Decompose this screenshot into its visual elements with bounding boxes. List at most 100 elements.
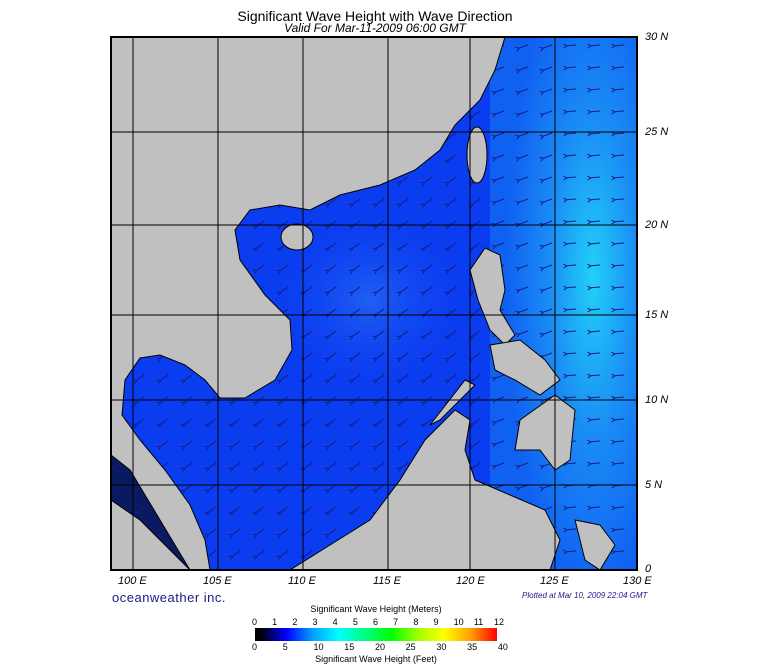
wave-direction-arrow [228, 528, 241, 538]
wave-direction-arrow [444, 286, 457, 296]
wave-direction-arrow [348, 330, 361, 340]
map-title: Significant Wave Height with Wave Direct… [237, 8, 513, 24]
wave-direction-arrow [539, 330, 553, 338]
wave-direction-arrow [396, 286, 409, 296]
wave-direction-arrow [204, 506, 217, 516]
wave-direction-arrow [563, 505, 577, 511]
feet-tick: 15 [344, 642, 355, 652]
wave-direction-arrow [491, 198, 505, 206]
taiwan [466, 126, 488, 184]
wave-direction-arrow [324, 198, 337, 208]
wave-direction-arrow [372, 484, 385, 494]
wave-direction-arrow [396, 374, 409, 384]
oceanweather-logo: oceanweather inc. [112, 590, 227, 605]
wave-direction-arrow [204, 484, 217, 494]
wave-direction-arrow [587, 175, 601, 181]
wave-direction-arrow [276, 418, 289, 428]
wave-direction-arrow [228, 440, 241, 450]
wave-direction-arrow [563, 329, 577, 335]
wave-direction-arrow [587, 263, 601, 269]
feet-tick: 40 [497, 642, 508, 652]
borneo [289, 409, 561, 570]
lon-label: 105 E [203, 575, 232, 587]
lat-label: 5 N [645, 479, 663, 491]
colorbar [255, 628, 497, 641]
lat-label: 10 N [645, 394, 669, 406]
wave-direction-arrow [228, 506, 241, 516]
wave-direction-arrow [276, 506, 289, 516]
meters-tick: 12 [494, 617, 505, 627]
wave-direction-arrow [324, 506, 337, 516]
wave-direction-arrow [420, 330, 433, 340]
wave-direction-arrow [539, 176, 553, 184]
wave-direction-arrow [180, 462, 193, 472]
feet-tick: 35 [467, 642, 478, 652]
plotted-timestamp: Plotted at Mar 10, 2009 22:04 GMT [522, 591, 648, 600]
wave-direction-arrow [611, 153, 625, 159]
wave-direction-arrow [252, 550, 265, 560]
wave-direction-arrow [611, 219, 625, 225]
wave-direction-arrow [563, 175, 577, 181]
wave-direction-arrow [515, 330, 529, 338]
wave-direction-arrow [515, 154, 529, 162]
map-subtitle: Valid For Mar-11-2009 06:00 GMT [284, 21, 466, 35]
wave-direction-arrow [420, 176, 433, 186]
wave-direction-arrow [396, 418, 409, 428]
wave-direction-arrow [420, 242, 433, 252]
wave-direction-arrow [396, 264, 409, 274]
wave-direction-arrow [515, 110, 529, 118]
wave-direction-arrow [324, 352, 337, 362]
wave-direction-arrow [372, 440, 385, 450]
wave-direction-arrow [587, 219, 601, 225]
wave-direction-arrow [563, 373, 577, 379]
wave-direction-arrow [252, 418, 265, 428]
wave-direction-arrow [587, 153, 601, 159]
wave-direction-arrow [468, 352, 481, 362]
wave-direction-arrow [276, 462, 289, 472]
wave-direction-arrow [276, 264, 289, 274]
wave-direction-arrow [611, 263, 625, 269]
wave-direction-arrow [611, 65, 625, 71]
wave-direction-arrow [252, 440, 265, 450]
wave-direction-arrow [611, 175, 625, 181]
wave-direction-arrow [468, 440, 481, 450]
lat-label: 20 N [645, 219, 669, 231]
feet-tick: 30 [436, 642, 447, 652]
wave-direction-arrow [420, 374, 433, 384]
wave-direction-arrow [372, 418, 385, 428]
wave-direction-arrow [324, 462, 337, 472]
wave-direction-arrow [587, 351, 601, 357]
wave-direction-arrow [276, 440, 289, 450]
wave-direction-arrow [491, 242, 505, 250]
wave-direction-arrow [611, 197, 625, 203]
colorbar-title-meters: Significant Wave Height (Meters) [310, 604, 442, 614]
wave-direction-arrow [396, 352, 409, 362]
wave-direction-arrow [348, 352, 361, 362]
wave-direction-arrow [515, 88, 529, 96]
wave-direction-arrow [396, 330, 409, 340]
wave-direction-arrow [156, 440, 169, 450]
wave-direction-arrow [348, 374, 361, 384]
lat-label: 15 N [645, 309, 669, 321]
wave-direction-arrow [611, 307, 625, 313]
wave-direction-arrow [587, 241, 601, 247]
wave-direction-arrow [468, 330, 481, 340]
wave-direction-arrow [587, 87, 601, 93]
wave-direction-arrow [539, 242, 553, 250]
wave-direction-arrow [515, 66, 529, 74]
wave-direction-arrow [468, 110, 481, 120]
wave-direction-arrow [539, 198, 553, 206]
wave-direction-arrow [539, 484, 553, 492]
wave-direction-arrow [324, 330, 337, 340]
wave-direction-arrow [587, 197, 601, 203]
pacific-ocean [490, 37, 637, 570]
meters-tick: 3 [312, 617, 318, 627]
wave-direction-arrow [228, 484, 241, 494]
wave-direction-arrow [228, 550, 241, 560]
wave-direction-arrow [252, 462, 265, 472]
wave-direction-arrow [563, 307, 577, 313]
wave-direction-arrow [491, 462, 505, 470]
wave-direction-arrow [587, 329, 601, 335]
wave-direction-arrow [372, 264, 385, 274]
wave-direction-arrow [156, 374, 169, 384]
